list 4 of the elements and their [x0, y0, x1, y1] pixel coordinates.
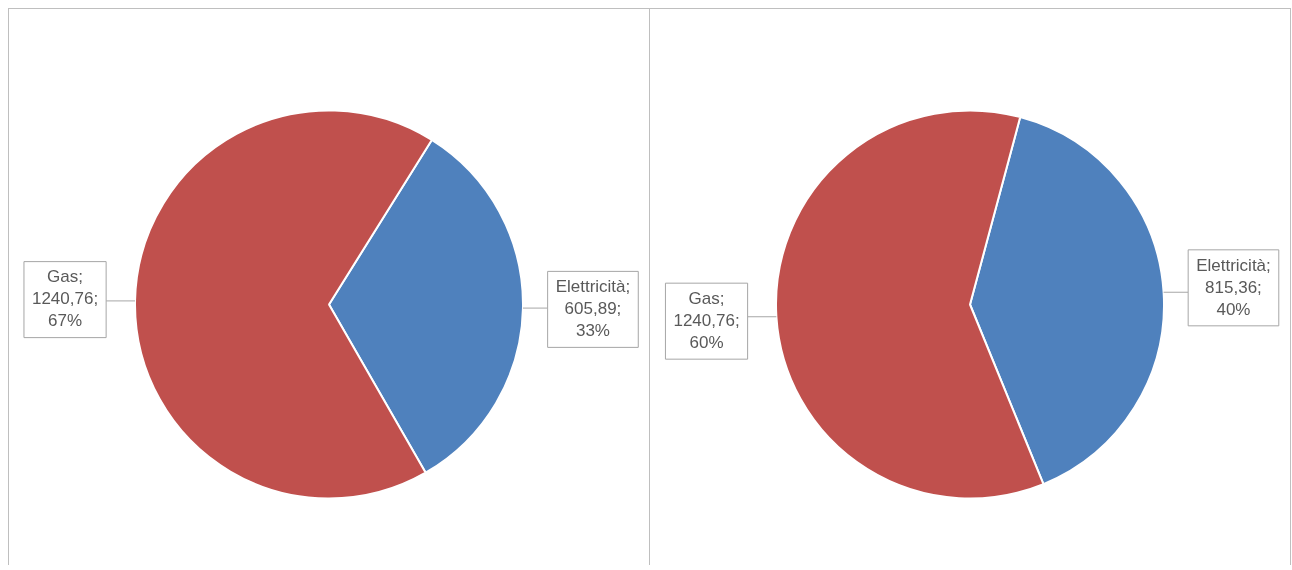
slice-label: Elettricità; 815,36; 40% — [1196, 255, 1271, 319]
slice-label: Elettricità; 605,89; 33% — [555, 277, 631, 341]
slice-label: Gas; 1240,76; 60% — [673, 288, 740, 352]
slice-label: Gas; 1240,76; 67% — [31, 267, 99, 331]
